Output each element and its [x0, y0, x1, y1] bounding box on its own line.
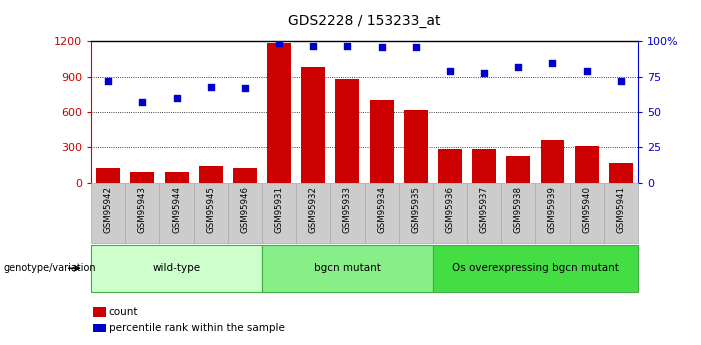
Text: GSM95937: GSM95937 — [479, 186, 489, 233]
Bar — [438, 149, 462, 183]
Text: count: count — [109, 307, 138, 317]
Text: GSM95934: GSM95934 — [377, 186, 386, 233]
Point — [239, 85, 250, 91]
Text: genotype/variation: genotype/variation — [4, 263, 96, 273]
Point — [512, 64, 524, 70]
Bar — [267, 42, 291, 183]
Bar — [96, 168, 120, 183]
Text: GSM95941: GSM95941 — [616, 186, 625, 233]
Bar — [404, 110, 428, 183]
Point — [376, 44, 387, 50]
Point — [410, 44, 421, 50]
Text: GSM95931: GSM95931 — [275, 186, 284, 233]
Text: GSM95938: GSM95938 — [514, 186, 523, 233]
Text: bgcn mutant: bgcn mutant — [314, 263, 381, 273]
Point — [547, 60, 558, 65]
Bar — [336, 79, 360, 183]
Point — [444, 68, 456, 74]
Text: GSM95940: GSM95940 — [582, 186, 591, 233]
Bar — [130, 172, 154, 183]
Bar — [160, 183, 193, 243]
Bar — [301, 67, 325, 183]
Bar — [262, 245, 433, 292]
Bar — [433, 183, 467, 243]
Text: GSM95945: GSM95945 — [206, 186, 215, 233]
Point — [171, 95, 182, 101]
Bar — [228, 183, 262, 243]
Bar — [330, 183, 365, 243]
Bar — [536, 183, 570, 243]
Bar — [91, 245, 262, 292]
Bar — [199, 166, 223, 183]
Bar — [125, 183, 160, 243]
Bar — [472, 149, 496, 183]
Bar — [433, 245, 638, 292]
Bar — [540, 140, 564, 183]
Text: GSM95943: GSM95943 — [138, 186, 147, 233]
Point — [479, 70, 490, 75]
Text: GSM95933: GSM95933 — [343, 186, 352, 233]
Text: GSM95936: GSM95936 — [445, 186, 454, 233]
Text: GDS2228 / 153233_at: GDS2228 / 153233_at — [288, 14, 441, 28]
Bar — [369, 100, 393, 183]
Bar — [506, 156, 530, 183]
Point — [342, 43, 353, 48]
Text: GSM95935: GSM95935 — [411, 186, 421, 233]
Point — [273, 40, 285, 46]
Bar — [569, 183, 604, 243]
Bar — [604, 183, 638, 243]
Text: GSM95944: GSM95944 — [172, 186, 181, 233]
Bar — [193, 183, 228, 243]
Bar — [365, 183, 399, 243]
Bar — [262, 183, 296, 243]
Bar — [501, 183, 536, 243]
Text: GSM95942: GSM95942 — [104, 186, 113, 233]
Text: percentile rank within the sample: percentile rank within the sample — [109, 323, 285, 333]
Bar — [575, 146, 599, 183]
Point — [615, 78, 627, 84]
Bar — [467, 183, 501, 243]
Bar — [165, 172, 189, 183]
Bar — [399, 183, 433, 243]
Point — [137, 99, 148, 105]
Text: wild-type: wild-type — [153, 263, 200, 273]
Point — [308, 43, 319, 48]
Text: GSM95946: GSM95946 — [240, 186, 250, 233]
Text: Os overexpressing bgcn mutant: Os overexpressing bgcn mutant — [452, 263, 619, 273]
Point — [205, 84, 217, 89]
Text: GSM95939: GSM95939 — [548, 186, 557, 233]
Bar — [91, 183, 125, 243]
Point — [581, 68, 592, 74]
Bar — [297, 183, 330, 243]
Text: GSM95932: GSM95932 — [308, 186, 318, 233]
Bar — [609, 164, 633, 183]
Bar — [233, 168, 257, 183]
Point — [102, 78, 114, 84]
